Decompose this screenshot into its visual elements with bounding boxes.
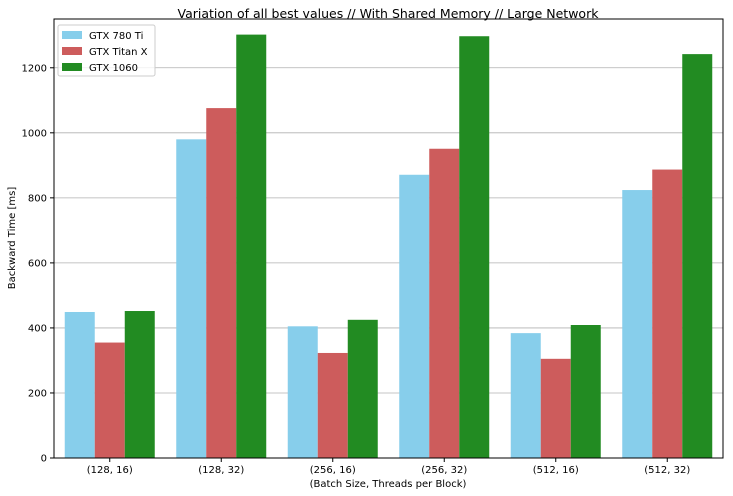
- bar: [682, 54, 713, 459]
- bar: [510, 333, 541, 458]
- legend-swatch: [62, 47, 82, 55]
- y-tick-label: 0: [41, 454, 47, 465]
- y-tick-label: 1000: [22, 128, 47, 139]
- bar: [94, 342, 125, 458]
- y-tick-label: 600: [28, 258, 47, 269]
- bar: [429, 148, 460, 458]
- x-tick-label: (128, 32): [198, 465, 244, 476]
- x-tick-label: (128, 16): [87, 465, 133, 476]
- legend-label: GTX Titan X: [89, 47, 148, 58]
- bar: [236, 34, 267, 459]
- bar: [570, 324, 601, 458]
- bar: [287, 326, 318, 458]
- bar: [64, 311, 95, 458]
- y-tick-label: 1200: [22, 63, 47, 74]
- legend-swatch: [62, 63, 82, 71]
- legend-label: GTX 780 Ti: [89, 31, 143, 42]
- bar: [540, 358, 571, 458]
- plot-frame: [53, 18, 724, 459]
- y-axis-label: Backward Time [ms]: [7, 187, 18, 290]
- legend-swatch: [62, 31, 82, 39]
- bar: [652, 169, 683, 459]
- legend-box: [57, 24, 156, 77]
- bar: [317, 352, 348, 458]
- y-tick-label: 800: [28, 193, 47, 204]
- legend: GTX 780 Ti GTX Titan X GTX 1060: [57, 24, 156, 77]
- y-axis: 0 200 400 600 800 1000 1200: [22, 63, 54, 465]
- x-axis: (128, 16) (128, 32) (256, 16) (256, 32) (512…: [87, 458, 690, 476]
- x-tick-label: (256, 32): [421, 465, 467, 476]
- bar: [347, 319, 378, 458]
- x-tick-label: (512, 16): [533, 465, 579, 476]
- bar: [206, 108, 237, 458]
- x-tick-label: (256, 16): [310, 465, 356, 476]
- chart-title: Variation of all best values // With Sha…: [178, 6, 600, 21]
- x-tick-label: (512, 32): [644, 465, 690, 476]
- x-axis-label: (Batch Size, Threads per Block): [310, 479, 467, 490]
- bar: [622, 190, 653, 458]
- legend-label: GTX 1060: [89, 63, 138, 74]
- bar: [399, 174, 430, 458]
- bar: [176, 139, 207, 458]
- y-tick-label: 400: [28, 323, 47, 334]
- bar: [124, 311, 155, 458]
- bars: [64, 34, 713, 459]
- bar: [459, 36, 490, 459]
- y-tick-label: 200: [28, 388, 47, 399]
